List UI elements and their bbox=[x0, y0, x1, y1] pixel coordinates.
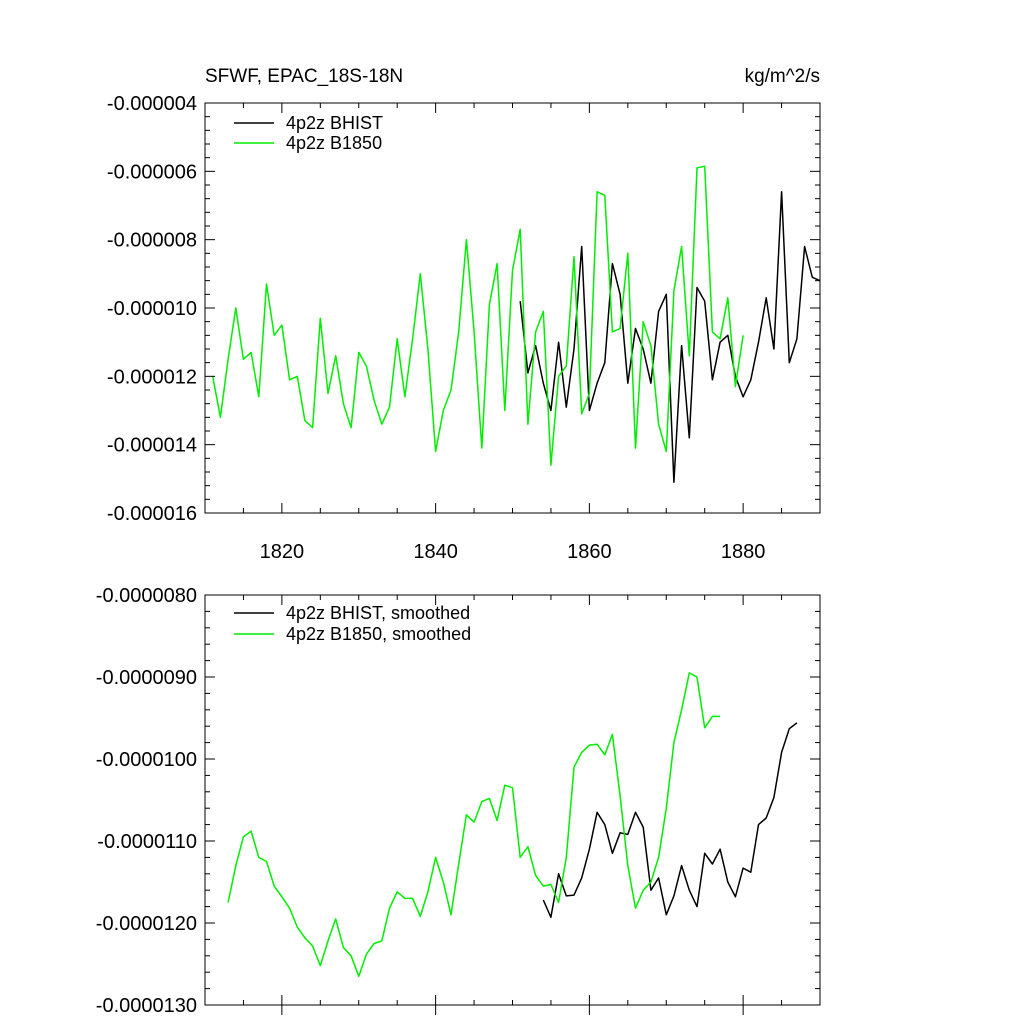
annual-y-tick-label: -0.000012 bbox=[107, 366, 197, 388]
annual-x-tick-label: 1860 bbox=[567, 541, 612, 563]
annual-y-tick-label: -0.000004 bbox=[107, 93, 197, 115]
annual-x-tick-label: 1880 bbox=[721, 541, 766, 563]
annual-series-group bbox=[211, 165, 821, 483]
annual-axis-ticks: -0.000004 -0.000006 -0.000008 -0.000010 -0.0… bbox=[107, 93, 821, 563]
legend-label-bhist-smoothed: 4p2z BHIST, smoothed bbox=[286, 603, 470, 623]
annual-y-tick-label: -0.000010 bbox=[107, 298, 197, 320]
annual-x-tick-label: 1820 bbox=[260, 541, 305, 563]
annual-x-tick-label: 1840 bbox=[413, 541, 458, 563]
smoothed-y-tick-label: -0.0000080 bbox=[96, 585, 197, 607]
annual-y-tick-label: -0.000014 bbox=[107, 435, 197, 457]
smoothed-plot-frame bbox=[204, 594, 821, 1006]
smoothed-legend: 4p2z BHIST, smoothed 4p2z B1850, smoothe… bbox=[234, 603, 471, 644]
annual-plot-frame bbox=[204, 102, 821, 514]
units-label: kg/m^2/s bbox=[745, 66, 820, 87]
annual-series-line-b1850 bbox=[211, 165, 744, 466]
smoothed-y-tick-label: -0.0000120 bbox=[96, 913, 197, 935]
smoothed-y-tick-label: -0.0000100 bbox=[96, 749, 197, 771]
smoothed-axis-ticks: -0.0000080 -0.0000090 -0.0000100 -0.0000110… bbox=[96, 585, 821, 1017]
annual-y-tick-label: -0.000016 bbox=[107, 503, 197, 525]
smoothed-series-group bbox=[227, 672, 798, 978]
smoothed-y-tick-label: -0.0000130 bbox=[96, 995, 197, 1017]
smoothed-panel: -0.0000080 -0.0000090 -0.0000100 -0.0000110… bbox=[96, 585, 821, 1017]
annual-y-tick-label: -0.000008 bbox=[107, 230, 197, 252]
annual-panel: -0.000004 -0.000006 -0.000008 -0.000010 -0.0… bbox=[107, 93, 821, 563]
smoothed-series-line-b1850 bbox=[227, 672, 721, 978]
legend-label-bhist: 4p2z BHIST bbox=[286, 113, 383, 133]
annual-y-tick-label: -0.000006 bbox=[107, 161, 197, 183]
smoothed-y-tick-label: -0.0000110 bbox=[97, 831, 197, 853]
annual-series-line-bhist bbox=[519, 191, 821, 483]
smoothed-series-line-bhist bbox=[542, 722, 798, 919]
annual-legend: 4p2z BHIST 4p2z B1850 bbox=[234, 113, 383, 153]
legend-label-b1850: 4p2z B1850 bbox=[286, 133, 382, 153]
smoothed-y-tick-label: -0.0000090 bbox=[96, 667, 197, 689]
legend-label-b1850-smoothed: 4p2z B1850, smoothed bbox=[286, 624, 471, 644]
chart-title: SFWF, EPAC_18S-18N bbox=[205, 66, 403, 87]
